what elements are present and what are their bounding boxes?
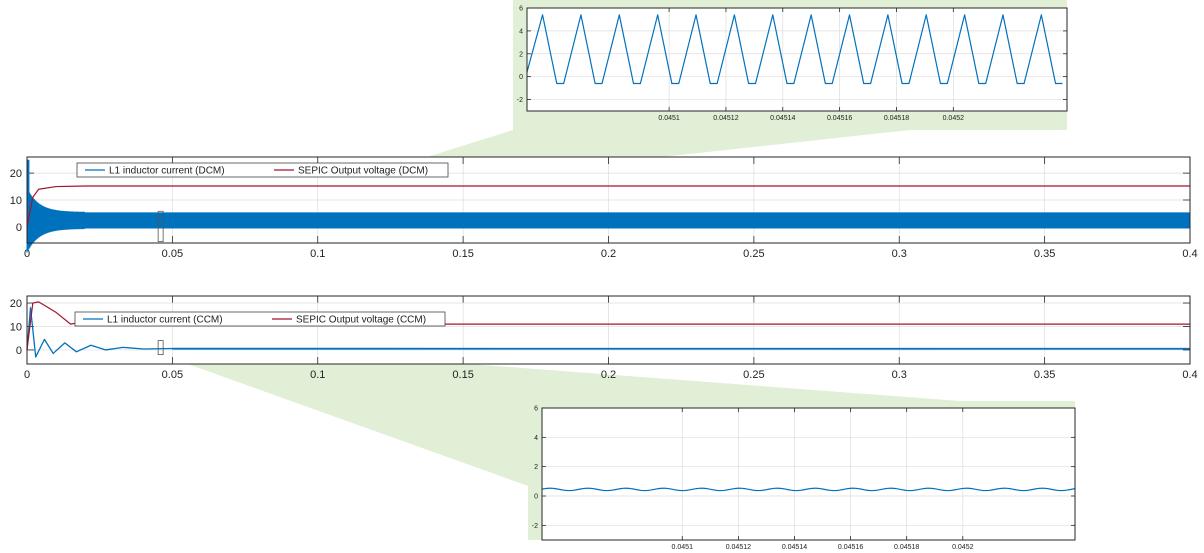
x-tick-label: 0.35	[1034, 248, 1055, 260]
series-current-ccm-zoom	[541, 487, 1076, 492]
series-current-dcm-band	[35, 212, 1190, 229]
x-tick-label: 0.04518	[884, 115, 909, 122]
x-tick-label: 0.1	[310, 369, 325, 381]
x-tick-label: 0.4	[1182, 248, 1197, 260]
x-tick-label: 0.0452	[952, 544, 974, 551]
y-tick-label: -2	[517, 97, 523, 104]
y-tick-label: 0	[534, 494, 538, 501]
legend-entry: L1 inductor current (DCM)	[109, 166, 225, 177]
x-tick-label: 0.05	[162, 369, 183, 381]
x-tick-label: 0	[24, 248, 30, 260]
legend-box	[74, 311, 446, 327]
x-tick-label: 0.04518	[894, 544, 919, 551]
x-tick-label: 0.3	[892, 369, 907, 381]
x-tick-label: 0.05	[162, 248, 183, 260]
series-current-dcm-transient	[26, 188, 86, 253]
y-tick-label: 20	[10, 298, 22, 310]
legend-box	[76, 162, 449, 178]
x-tick-label: 0.04514	[770, 115, 795, 122]
x-tick-label: 0.2	[601, 369, 616, 381]
x-tick-label: 0.1	[310, 248, 325, 260]
y-tick-label: 2	[519, 51, 523, 58]
plot-dcm_main: 0 0.05 0.1 0.15 0.2 0.25 0.3 0.35 0.4 0 10 20 L1 ind…	[10, 156, 1198, 260]
x-tick-label: 0.04512	[713, 115, 738, 122]
x-tick-label: 0.0451	[672, 544, 694, 551]
x-tick-label: 0.2	[601, 248, 616, 260]
x-tick-label: 0.4	[1182, 369, 1197, 381]
x-tick-label: 0.04516	[838, 544, 863, 551]
series-current-ccm-ripple	[172, 347, 1190, 350]
legend-entry: SEPIC Output voltage (DCM)	[298, 166, 428, 177]
x-tick-label: 0	[24, 369, 30, 381]
y-tick-label: 6	[519, 6, 523, 13]
plot-ccm_main: 0 0.05 0.1 0.15 0.2 0.25 0.3 0.35 0.4 0 10 20 L1 ind…	[10, 295, 1198, 381]
x-tick-label: 0.0451	[658, 115, 680, 122]
legend: L1 inductor current (DCM) SEPIC Output vo…	[76, 162, 449, 178]
x-tick-label: 0.04514	[782, 544, 807, 551]
y-tick-label: -2	[532, 523, 538, 530]
legend-entry: SEPIC Output voltage (CCM)	[296, 315, 426, 326]
plot-dcm_zoom: 0.0451 0.04512 0.04514 0.04516 0.04518 0.0452…	[517, 6, 1068, 122]
legend: L1 inductor current (CCM) SEPIC Output vo…	[74, 311, 446, 327]
series-current-dcm-zoom	[526, 14, 1063, 85]
plot-ccm_zoom: 0.0451 0.04512 0.04514 0.04516 0.04518 0.0452…	[532, 406, 1076, 551]
plot-frame	[526, 7, 1068, 112]
y-tick-label: 0	[16, 345, 22, 357]
x-tick-label: 0.0452	[943, 115, 965, 122]
y-tick-label: 0	[519, 74, 523, 81]
x-tick-label: 0.3	[892, 248, 907, 260]
y-tick-label: 0	[16, 222, 22, 234]
plot-frame	[26, 295, 1191, 365]
series-current-ccm	[26, 307, 1191, 358]
x-tick-label: 0.04512	[726, 544, 751, 551]
y-tick-label: 20	[10, 168, 22, 180]
series-voltage-dcm	[26, 185, 1190, 227]
x-tick-label: 0.15	[452, 248, 473, 260]
plot-background	[542, 408, 1075, 540]
y-tick-label: 10	[10, 195, 22, 207]
x-tick-label: 0.35	[1034, 369, 1055, 381]
zoom-window-marker-ccm	[157, 340, 164, 356]
x-tick-label: 0.25	[743, 369, 764, 381]
y-tick-label: 2	[534, 464, 538, 471]
y-tick-label: 10	[10, 321, 22, 333]
x-tick-label: 0.04516	[827, 115, 852, 122]
y-tick-label: 6	[534, 406, 538, 413]
y-tick-label: 4	[519, 28, 523, 35]
plot-frame	[541, 407, 1076, 541]
zoom-window-marker-dcm	[157, 210, 164, 243]
x-tick-label: 0.15	[452, 369, 473, 381]
y-tick-label: 4	[534, 435, 538, 442]
legend-entry: L1 inductor current (CCM)	[107, 315, 223, 326]
plot-frame	[26, 156, 1191, 244]
x-tick-label: 0.25	[743, 248, 764, 260]
